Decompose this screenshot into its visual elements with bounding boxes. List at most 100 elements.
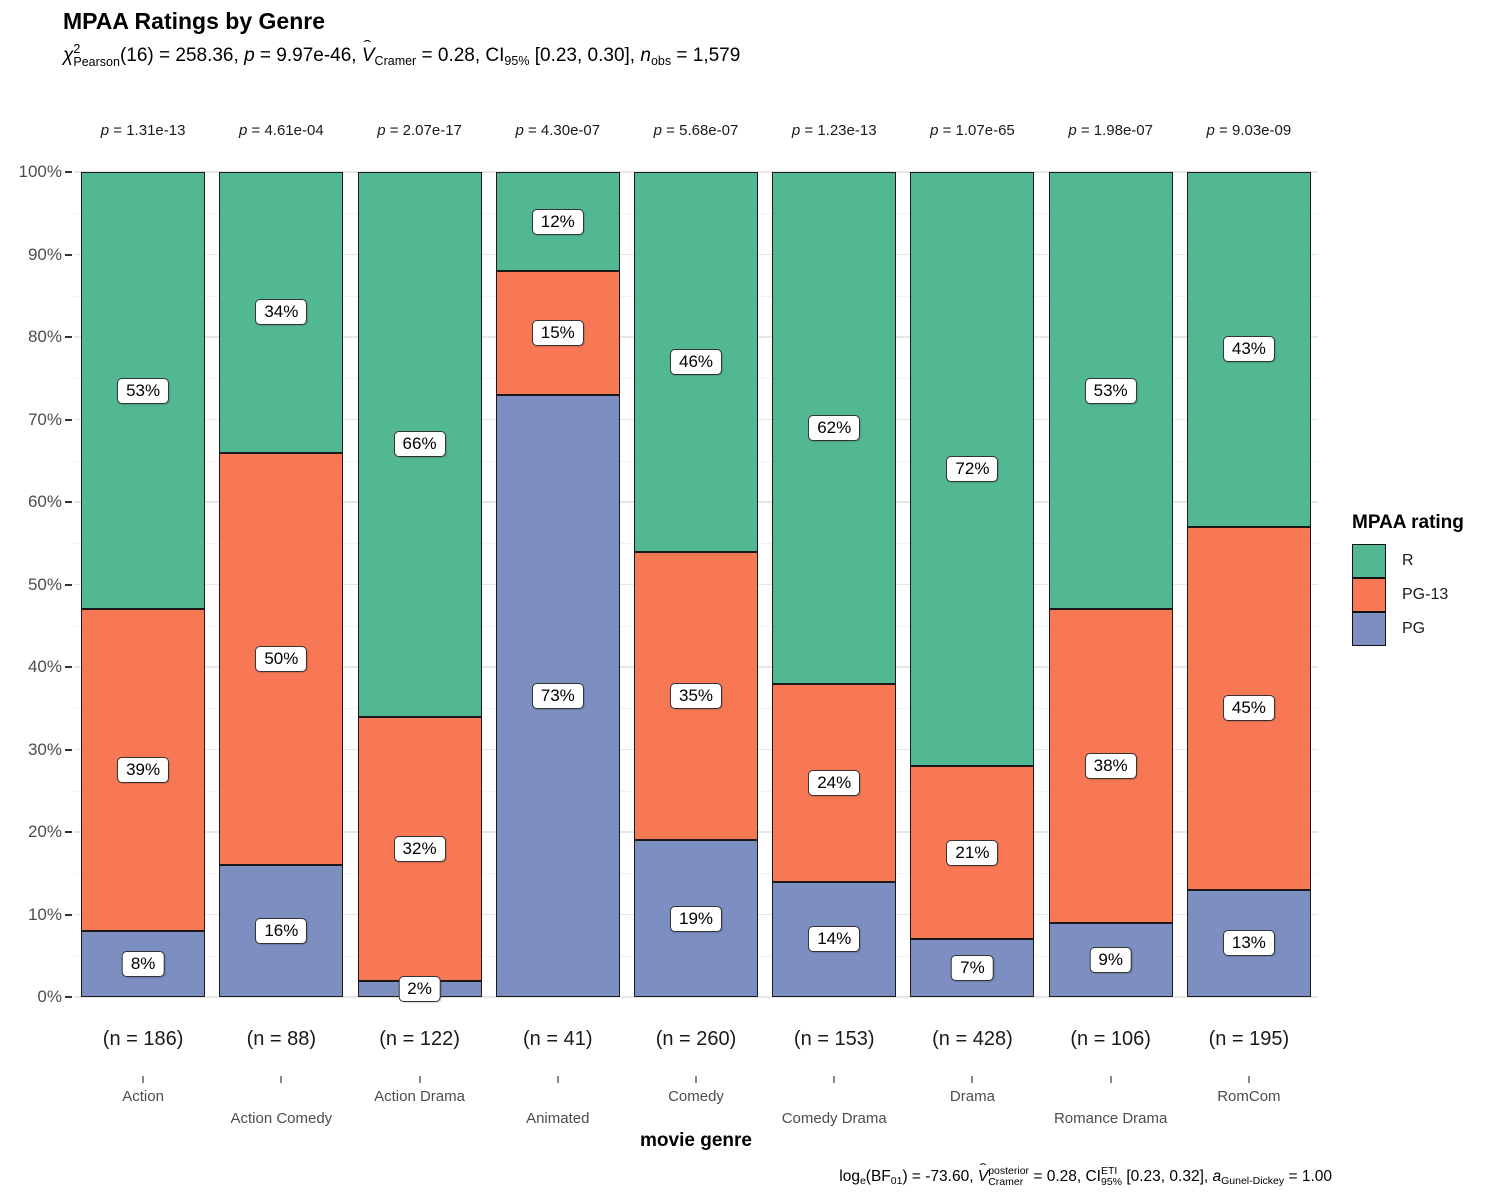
p-symbol: p xyxy=(515,122,524,139)
percent-label: 9% xyxy=(1089,946,1132,973)
x-axis-tick xyxy=(142,1076,145,1083)
y-tick-label: 30% xyxy=(27,739,62,759)
p-value-label: p = 1.23e-13 xyxy=(791,122,877,139)
percent-label: 50% xyxy=(255,645,308,672)
y-tick-label: 20% xyxy=(27,822,62,841)
p-value-label: p = 1.07e-65 xyxy=(930,122,1015,139)
x-category-label: Comedy Drama xyxy=(781,1110,887,1127)
percent-label: 66% xyxy=(393,431,446,458)
legend-label: PG xyxy=(1402,620,1426,637)
y-axis-tick xyxy=(65,336,72,338)
y-axis-tick xyxy=(65,831,72,833)
n-obs-label: (n = 428) xyxy=(932,1028,1013,1050)
n-obs-label: (n = 195) xyxy=(1208,1028,1290,1050)
percent-label: 16% xyxy=(255,918,308,944)
y-axis-tick xyxy=(65,583,72,586)
ci-sup-sub: ETI 95% xyxy=(1101,1164,1123,1188)
x-category-label: Action Comedy xyxy=(230,1110,333,1127)
n-obs-label: (n = 122) xyxy=(379,1028,460,1050)
gridline-major xyxy=(74,996,1318,998)
y-tick-label: 40% xyxy=(27,657,62,676)
legend-swatch-pg13 xyxy=(1352,578,1386,612)
x-axis-tick xyxy=(833,1076,836,1083)
percent-label: 13% xyxy=(1222,930,1275,957)
n-obs-label: (n = 106) xyxy=(1070,1028,1151,1050)
y-tick-label: 80% xyxy=(27,327,62,346)
y-axis-tick xyxy=(65,501,72,503)
percent-label: 35% xyxy=(669,682,723,709)
percent-label: 14% xyxy=(808,926,861,953)
y-axis-tick xyxy=(65,253,72,256)
n-obs-label: (n = 153) xyxy=(793,1028,875,1050)
percent-label: 21% xyxy=(946,839,999,866)
percent-label: 45% xyxy=(1222,695,1275,722)
n-obs-label: (n = 260) xyxy=(655,1028,737,1050)
y-axis-tick xyxy=(65,748,72,751)
x-axis-tick xyxy=(695,1076,697,1083)
x-category-label: Drama xyxy=(949,1088,995,1105)
percent-label: 53% xyxy=(117,377,170,404)
legend-title: MPAA rating xyxy=(1352,512,1464,533)
p-symbol: p xyxy=(930,122,939,139)
legend-label: PG-13 xyxy=(1402,586,1449,603)
x-category-label: Comedy xyxy=(668,1088,724,1105)
legend: MPAA rating R PG-13 PG xyxy=(1352,512,1464,646)
y-axis-tick xyxy=(65,418,72,421)
y-tick-label: 60% xyxy=(27,492,62,511)
y-tick-label: 10% xyxy=(27,904,62,924)
percent-label: 72% xyxy=(946,456,999,482)
x-axis-tick xyxy=(556,1076,559,1083)
y-axis-tick xyxy=(65,996,72,998)
percent-label: 73% xyxy=(531,682,584,709)
percent-label: 43% xyxy=(1222,336,1275,363)
legend-swatch-r xyxy=(1352,544,1386,578)
n-obs-label: (n = 88) xyxy=(246,1028,317,1050)
p-value-label: p = 4.61e-04 xyxy=(239,122,324,139)
y-axis-tick xyxy=(65,913,72,916)
bar-segment-pg xyxy=(1186,889,1311,997)
x-axis-tick xyxy=(280,1076,283,1083)
x-axis-tick xyxy=(1109,1076,1112,1083)
x-axis-title: movie genre xyxy=(640,1130,752,1151)
p-symbol: p xyxy=(377,122,386,139)
n-obs-label: (n = 41) xyxy=(523,1028,593,1050)
x-axis-tick xyxy=(1247,1076,1250,1083)
x-axis-tick xyxy=(418,1076,421,1083)
y-tick-label: 90% xyxy=(27,244,62,264)
p-symbol: p xyxy=(100,122,110,139)
x-category-label: RomCom xyxy=(1217,1088,1281,1105)
percent-label: 32% xyxy=(393,835,446,862)
percent-label: 19% xyxy=(669,905,723,932)
n-obs-label: (n = 186) xyxy=(102,1028,184,1050)
chi-sup-sub: 2 Pearson xyxy=(73,41,120,69)
v-sup-sub: posterior Cramer xyxy=(988,1164,1030,1188)
percent-label: 24% xyxy=(808,769,861,796)
p-value-label: p = 1.98e-07 xyxy=(1068,122,1153,139)
y-tick-label: 70% xyxy=(27,409,62,429)
legend-label: R xyxy=(1402,552,1414,569)
p-symbol: p xyxy=(791,122,801,139)
p-value-label: p = 4.30e-07 xyxy=(515,122,601,139)
percent-label: 12% xyxy=(531,208,584,235)
percent-label: 2% xyxy=(398,975,441,1002)
p-symbol: p xyxy=(1068,122,1077,139)
x-axis-tick xyxy=(971,1076,974,1083)
percent-label: 7% xyxy=(951,955,994,982)
x-category-label: Romance Drama xyxy=(1053,1110,1168,1127)
plot-panel: 8% 39% 53% 16% 50% 34% 2% 32% 66% 73% 15% 12% 19% 35%… xyxy=(65,171,1318,1002)
p-symbol: p xyxy=(239,122,248,139)
y-tick-label: 0% xyxy=(37,987,62,1006)
y-tick-label: 50% xyxy=(27,574,62,594)
y-axis-tick xyxy=(65,666,72,668)
legend-item: R xyxy=(1352,544,1464,578)
percent-label: 53% xyxy=(1084,377,1137,404)
x-category-label: Action xyxy=(122,1088,164,1105)
percent-label: 15% xyxy=(531,319,584,346)
x-category-label: Animated xyxy=(526,1110,590,1127)
p-symbol: p xyxy=(653,122,663,139)
y-tick-label: 100% xyxy=(18,162,62,181)
percent-label: 8% xyxy=(121,951,165,977)
